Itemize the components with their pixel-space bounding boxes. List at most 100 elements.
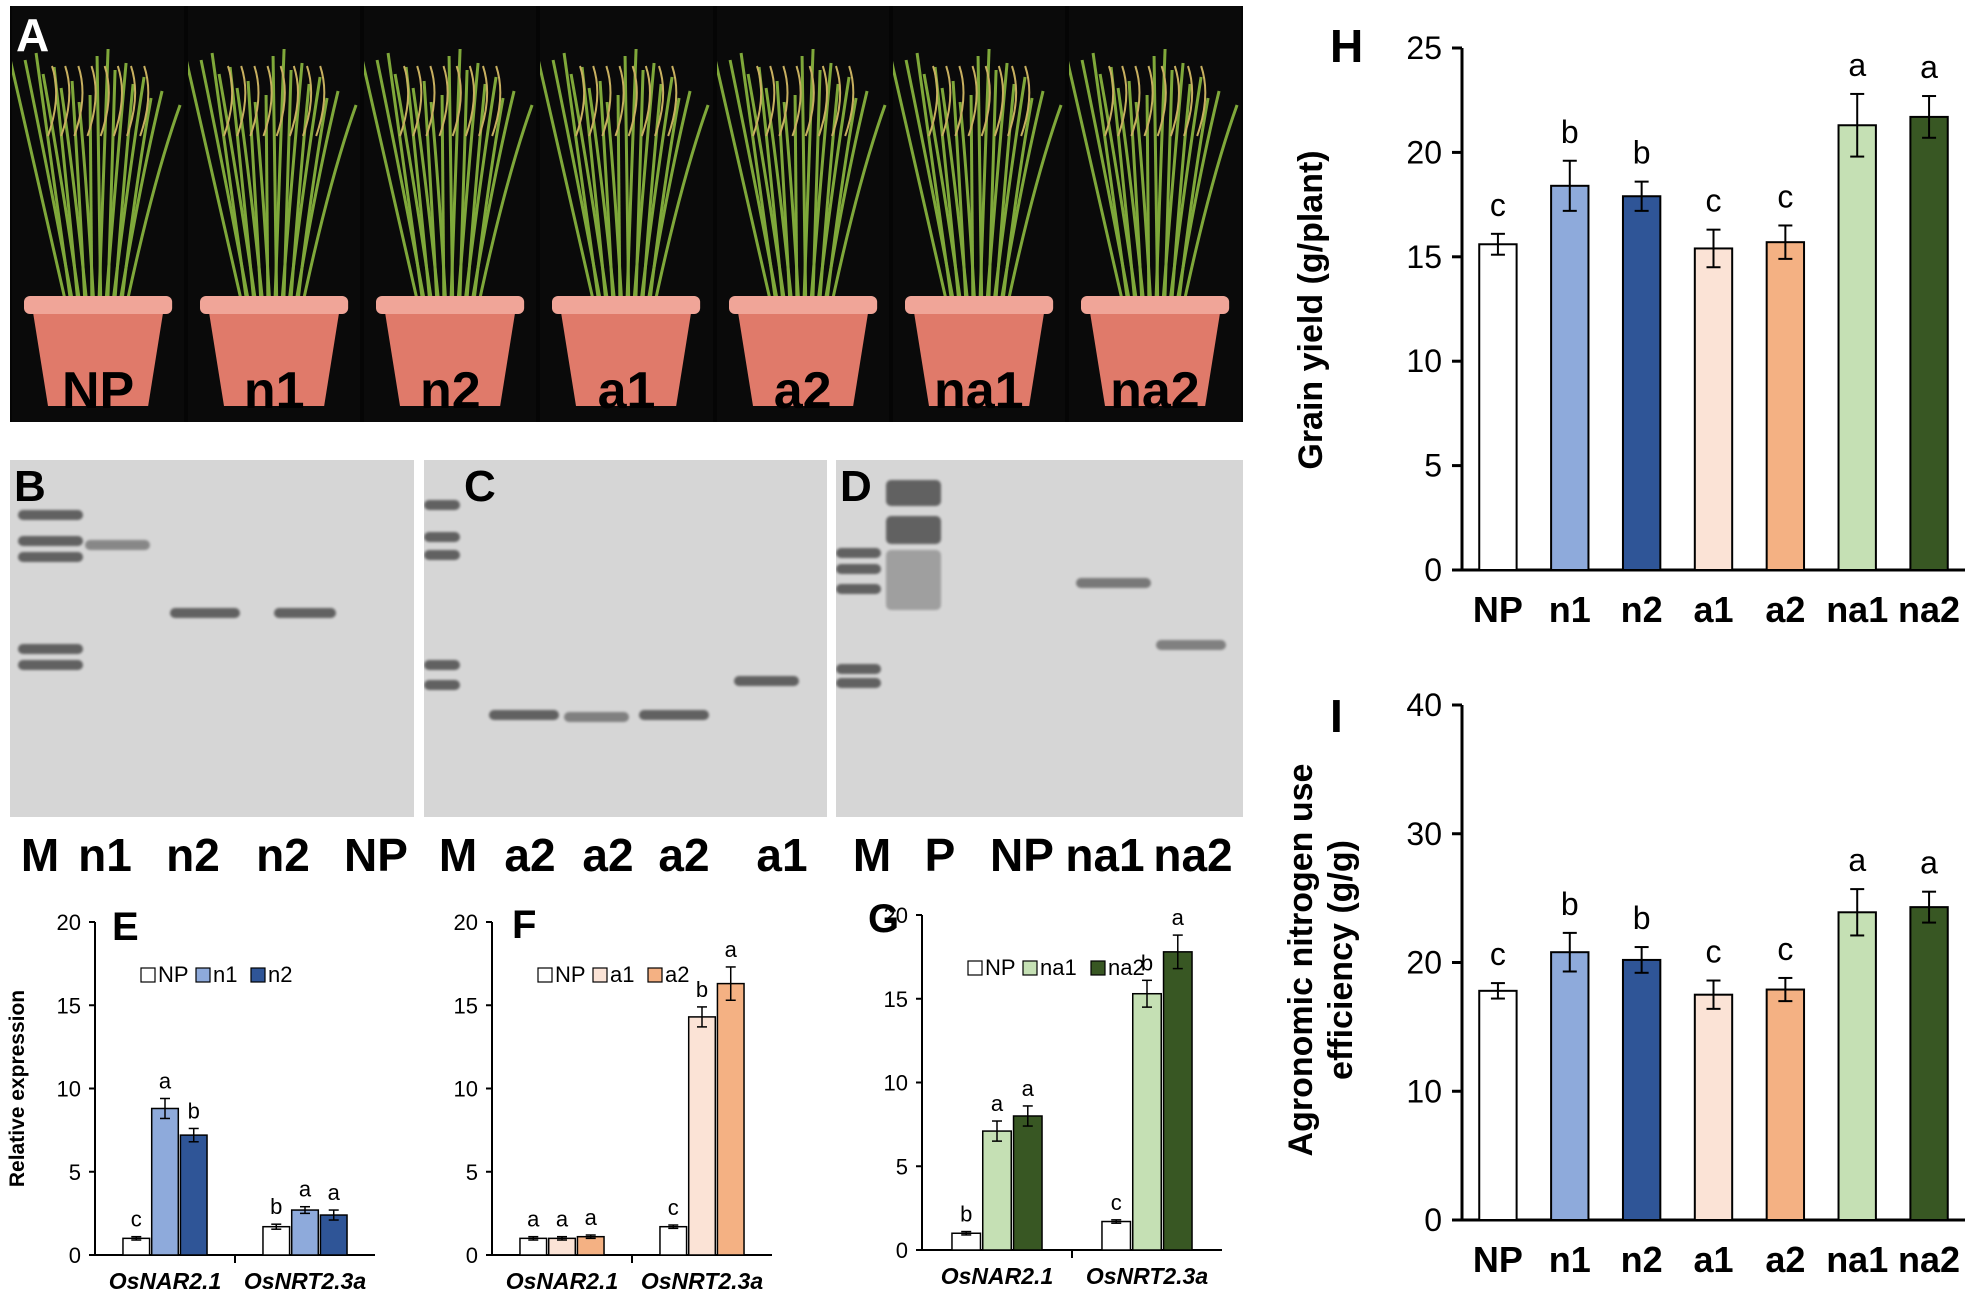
y-tick-label: 0 bbox=[69, 1243, 81, 1268]
plant-photo-n2: n2 bbox=[364, 6, 537, 422]
bar-n1 bbox=[290, 1209, 320, 1256]
significance-letter: a bbox=[1848, 47, 1866, 83]
bar-na2 bbox=[1012, 1115, 1043, 1251]
bar-a2 bbox=[1765, 241, 1806, 572]
bar-n1 bbox=[150, 1107, 180, 1256]
x-group-label: OsNAR2.1 bbox=[506, 1268, 618, 1294]
bar-na2 bbox=[1909, 906, 1949, 1221]
gel-d-lane-label: na1 bbox=[1065, 829, 1145, 881]
gel-band bbox=[424, 660, 460, 670]
y-tick-label: 10 bbox=[1406, 343, 1442, 379]
x-group-label: OsNRT2.3a bbox=[244, 1268, 367, 1294]
significance-letter: c bbox=[668, 1195, 679, 1220]
gel-d-lane-label: na2 bbox=[1153, 829, 1233, 881]
legend-label: NP bbox=[985, 955, 1016, 980]
y-tick-label: 20 bbox=[1406, 945, 1442, 981]
gel-c-lane-label: a2 bbox=[582, 829, 634, 881]
gel-band bbox=[424, 500, 460, 510]
bar-a2 bbox=[716, 982, 745, 1256]
gel-b-lane-label: n2 bbox=[256, 829, 310, 881]
significance-letter: c bbox=[1706, 934, 1722, 970]
significance-letter: a bbox=[991, 1091, 1004, 1116]
x-tick-label: a2 bbox=[1765, 1239, 1805, 1280]
x-tick-label: a1 bbox=[1693, 1239, 1733, 1280]
panel-letter-f: F bbox=[512, 903, 536, 947]
bar-a1 bbox=[547, 1237, 577, 1256]
bar-NP bbox=[122, 1237, 151, 1256]
rice-plant-illustration bbox=[540, 48, 710, 406]
gel-band bbox=[424, 550, 460, 560]
x-group-label: OsNRT2.3a bbox=[641, 1268, 764, 1294]
legend-swatch-a1 bbox=[592, 967, 608, 983]
bar-NP bbox=[1101, 1220, 1132, 1251]
gel-d-lane-label: NP bbox=[990, 829, 1054, 881]
x-group-label: OsNAR2.1 bbox=[109, 1268, 221, 1294]
significance-letter: a bbox=[299, 1177, 312, 1202]
plant-pot-label: a1 bbox=[597, 362, 656, 420]
gel-band bbox=[734, 676, 799, 686]
x-tick-label: na2 bbox=[1898, 589, 1960, 630]
y-axis-title: Relative expression bbox=[6, 990, 29, 1187]
significance-letter: c bbox=[1706, 183, 1722, 219]
plant-pot-label: a2 bbox=[773, 362, 832, 420]
gel-band bbox=[886, 550, 941, 610]
panel-letter-g: G bbox=[868, 897, 899, 941]
plant-photo-n1: n1 bbox=[188, 6, 361, 422]
panel-letter-d: D bbox=[840, 462, 872, 511]
rice-plant-illustration bbox=[1068, 48, 1239, 406]
significance-letter: b bbox=[696, 977, 708, 1002]
significance-letter: a bbox=[1848, 842, 1866, 878]
panel-letter-a: A bbox=[16, 9, 50, 61]
y-tick-label: 0 bbox=[466, 1243, 478, 1268]
bar-NP bbox=[1478, 989, 1518, 1222]
gel-band bbox=[18, 644, 83, 654]
bar-na1 bbox=[982, 1130, 1012, 1251]
legend-swatch-n2 bbox=[250, 967, 266, 983]
significance-letter: a bbox=[527, 1207, 540, 1232]
gel-band bbox=[18, 660, 83, 670]
significance-letter: c bbox=[1490, 187, 1506, 223]
gel-c-lane-label: a1 bbox=[756, 829, 808, 881]
rice-plant-illustration bbox=[188, 48, 358, 406]
bar-na2 bbox=[1162, 951, 1193, 1251]
x-tick-label: NP bbox=[1473, 1239, 1523, 1280]
gel-c: C bbox=[424, 460, 827, 817]
significance-letter: b bbox=[1561, 114, 1579, 150]
legend-swatch-NP bbox=[967, 960, 983, 976]
bar-n2 bbox=[1621, 958, 1662, 1221]
rice-plant-illustration bbox=[12, 48, 182, 406]
gel-c-lane-label: a2 bbox=[658, 829, 710, 881]
legend-label: NP bbox=[158, 962, 189, 987]
gel-band bbox=[18, 552, 83, 562]
significance-letter: a bbox=[1920, 49, 1938, 85]
x-tick-label: na2 bbox=[1898, 1239, 1960, 1280]
legend-label: a1 bbox=[610, 962, 634, 987]
significance-letter: b bbox=[270, 1194, 282, 1219]
legend-label: na2 bbox=[1108, 955, 1145, 980]
x-tick-label: n1 bbox=[1549, 1239, 1591, 1280]
significance-letter: c bbox=[1490, 936, 1506, 972]
gel-d-lane-label: M bbox=[852, 829, 892, 881]
legend-label: n2 bbox=[268, 962, 292, 987]
gel-d-lane-label: P bbox=[924, 829, 956, 881]
gel-band bbox=[85, 540, 150, 550]
gel-band bbox=[18, 510, 83, 520]
y-tick-label: 5 bbox=[1424, 448, 1442, 484]
significance-letter: a bbox=[328, 1180, 341, 1205]
significance-letter: b bbox=[1633, 135, 1651, 171]
x-tick-label: n2 bbox=[1621, 589, 1663, 630]
bar-n1 bbox=[1550, 184, 1590, 571]
plant-photo-a2: a2 bbox=[716, 6, 889, 422]
legend-swatch-na1 bbox=[1022, 960, 1038, 976]
y-tick-label: 40 bbox=[1406, 687, 1442, 723]
y-tick-label: 20 bbox=[454, 910, 478, 935]
gel-band bbox=[489, 710, 559, 720]
gel-d: D bbox=[836, 460, 1243, 817]
gel-b-lane-label: M bbox=[20, 829, 60, 881]
legend-label: n1 bbox=[213, 962, 237, 987]
gel-band bbox=[1156, 640, 1226, 650]
gel-band bbox=[424, 532, 460, 542]
bar-n2 bbox=[319, 1214, 348, 1256]
bar-na1 bbox=[1837, 911, 1877, 1221]
legend-swatch-na2 bbox=[1090, 960, 1106, 976]
